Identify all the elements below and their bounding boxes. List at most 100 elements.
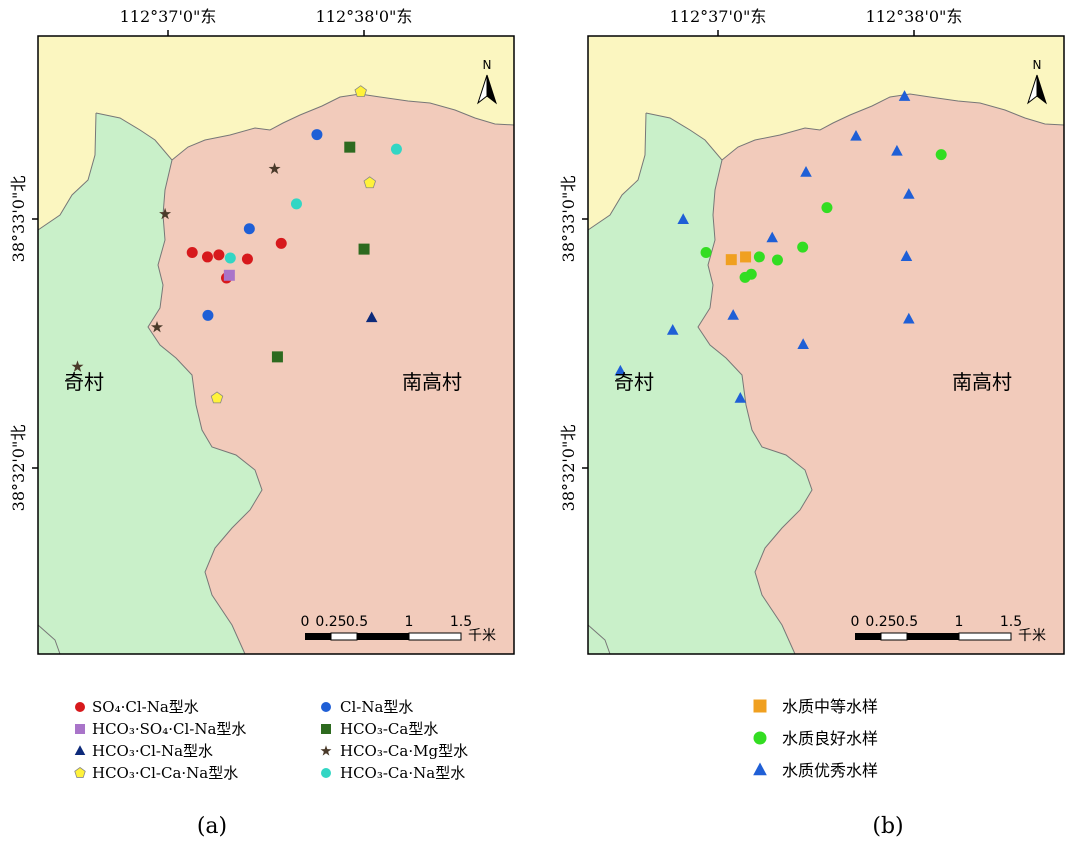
legend-a-label-hco3ca: HCO₃-Ca型水 (340, 720, 438, 738)
legend-a-label-hco3cana: HCO₃-Ca·Na型水 (340, 764, 465, 782)
scale-label-a-0: 0 (301, 614, 310, 630)
sample-point-a-hco3camg-15 (159, 207, 172, 220)
legend-a-label-hco3camg: HCO₃-Ca·Mg型水 (340, 742, 468, 760)
scale-label-b-15: 1.5 (1000, 614, 1022, 630)
sample-point-a-hco3ca-11 (358, 243, 370, 255)
legend-a-markers (74, 702, 332, 778)
village-label-qicun-b: 奇村 (614, 370, 654, 394)
sample-point-a-hco3cana-22 (290, 198, 302, 210)
legend-a-marker-hco3so4clna (75, 724, 85, 734)
legend-a-marker-hco3camg (320, 745, 332, 756)
sample-point-b-excellent-10 (898, 90, 911, 101)
legend-a-marker-hco3clna (74, 745, 86, 755)
north-arrow-b (1027, 74, 1047, 105)
lat-tick-label-b-2: 38°32'0"北 (559, 425, 578, 512)
sample-point-a-clna-6 (243, 223, 255, 235)
legend-b: 水质中等水样 水质良好水样 水质优秀水样 (753, 697, 878, 780)
lat-tick-label-b-1: 38°33'0"北 (559, 176, 578, 263)
sample-point-a-hco3clcana-19 (363, 176, 377, 189)
sample-point-b-good-2 (700, 247, 712, 259)
lon-tick-label-b-1: 112°37'0"东 (670, 7, 767, 26)
sample-point-a-clna-7 (311, 129, 323, 141)
scale-label-a-1: 1 (405, 614, 414, 630)
sample-point-a-hco3camg-17 (71, 360, 84, 372)
sample-point-b-excellent-22 (614, 364, 627, 376)
sample-points-b (614, 90, 947, 403)
sample-points-a (71, 85, 402, 404)
legend-a-label-so4clna: SO₄·Cl-Na型水 (92, 698, 199, 716)
sample-point-a-hco3camg-14 (268, 162, 281, 175)
sample-point-b-good-8 (739, 271, 751, 283)
legend-a-marker-hco3ca (321, 724, 331, 734)
caption-b: (b) (872, 814, 903, 839)
sample-point-a-hco3so4clna-9 (223, 269, 235, 281)
map-panel-a (32, 30, 515, 655)
legend-a-label-hco3so4clna: HCO₃·SO₄·Cl-Na型水 (92, 720, 246, 738)
sample-point-b-excellent-15 (677, 213, 689, 224)
sample-point-b-excellent-12 (891, 144, 903, 156)
tick-marks-b (582, 30, 915, 469)
sample-point-b-good-4 (771, 254, 783, 266)
sample-point-a-so4clna-3 (241, 253, 253, 265)
sample-point-a-so4clna-0 (186, 247, 198, 259)
sample-point-a-so4clna-2 (213, 249, 225, 261)
legend-a-marker-clna (321, 702, 331, 712)
scale-unit-b: 千米 (1018, 628, 1046, 644)
sample-point-a-so4clna-5 (275, 237, 287, 249)
sample-point-b-excellent-16 (766, 231, 778, 243)
sample-point-a-hco3cana-23 (224, 252, 236, 264)
legend-a-marker-hco3cana (321, 768, 331, 778)
lon-tick-label-b-2: 112°38'0"东 (866, 7, 963, 26)
scale-label-b-05: 0.5 (896, 614, 918, 630)
scale-unit-a: 千米 (468, 628, 496, 644)
lat-tick-label-a-1: 38°33'0"北 (9, 176, 28, 263)
sample-point-a-hco3clcana-20 (210, 391, 224, 404)
sample-point-b-excellent-20 (903, 312, 915, 324)
lat-tick-label-a-2: 38°32'0"北 (9, 425, 28, 512)
sample-point-b-excellent-18 (727, 309, 739, 320)
sample-point-b-excellent-23 (734, 392, 747, 403)
sample-point-a-hco3clna-13 (365, 311, 378, 323)
sample-point-b-excellent-11 (850, 129, 862, 141)
village-label-nangaocun-b: 南高村 (952, 370, 1012, 394)
sample-point-b-excellent-13 (800, 165, 812, 177)
sample-point-a-so4clna-1 (201, 251, 213, 263)
sample-point-a-hco3ca-12 (271, 351, 283, 363)
legend-b-label-excellent: 水质优秀水样 (782, 761, 878, 780)
legend-a: SO₄·Cl-Na型水 Cl-Na型水 HCO₃·SO₄·Cl-Na型水 HCO… (74, 698, 468, 782)
legend-b-label-good: 水质良好水样 (782, 729, 878, 748)
sample-point-b-excellent-19 (666, 324, 679, 335)
sample-point-b-good-9 (935, 149, 947, 161)
scale-label-b-1: 1 (955, 614, 964, 630)
sample-point-b-good-3 (753, 251, 765, 263)
legend-a-label-hco3clna: HCO₃·Cl-Na型水 (92, 742, 213, 760)
legend-b-marker-good (753, 731, 767, 745)
legend-a-label-clna: Cl-Na型水 (340, 698, 413, 716)
legend-b-markers (753, 699, 767, 776)
legend-a-label-hco3clcana: HCO₃·Cl-Ca·Na型水 (92, 764, 238, 782)
map-a-frame (37, 35, 515, 655)
map-b-frame (587, 35, 1065, 655)
scale-label-b-0: 0 (851, 614, 860, 630)
sample-point-a-clna-8 (202, 309, 214, 321)
north-label-a: N (483, 58, 492, 72)
village-label-nangaocun-a: 南高村 (402, 370, 462, 394)
sample-point-b-excellent-21 (797, 338, 809, 350)
sample-point-a-hco3cana-21 (390, 143, 402, 155)
scale-label-a-05: 0.5 (346, 614, 368, 630)
sample-point-b-medium-0 (725, 254, 737, 266)
legend-a-marker-hco3clcana (74, 767, 86, 778)
sample-point-b-medium-1 (740, 251, 752, 263)
legend-b-marker-excellent (753, 762, 767, 776)
sample-point-b-good-6 (821, 202, 833, 214)
sample-point-b-good-5 (797, 241, 809, 253)
legend-a-marker-so4clna (75, 702, 85, 712)
tick-marks-a (32, 30, 365, 469)
legend-b-marker-medium (753, 699, 767, 713)
scale-label-a-025: 0.25 (315, 614, 346, 630)
scale-bar-a (305, 632, 462, 641)
caption-a: (a) (197, 814, 227, 839)
sample-point-a-hco3camg-16 (150, 320, 164, 333)
legend-b-label-medium: 水质中等水样 (782, 697, 878, 716)
